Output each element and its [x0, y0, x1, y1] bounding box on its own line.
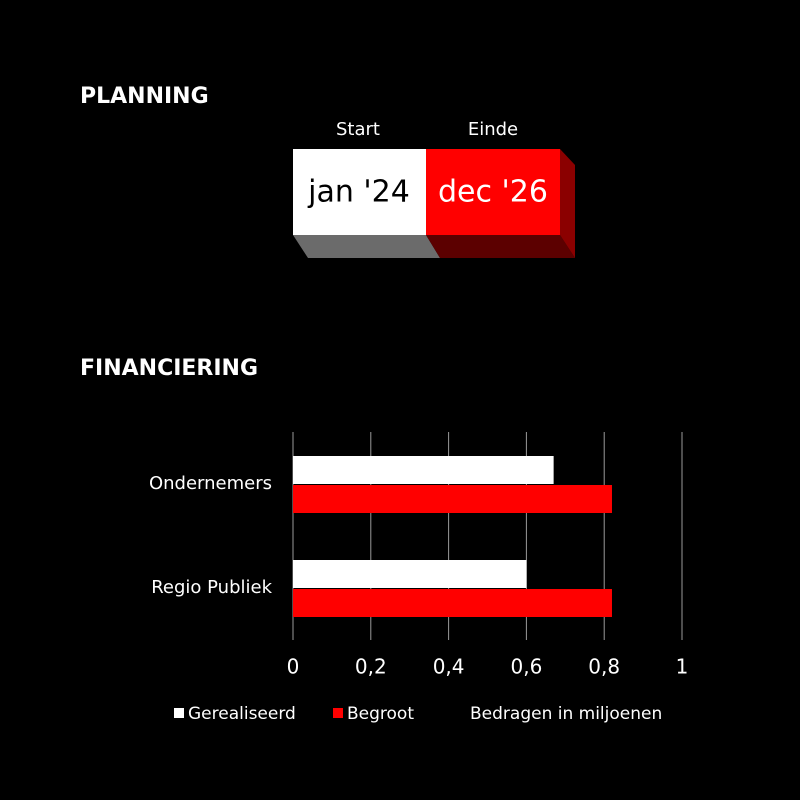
x-tick-label: 0,6	[510, 655, 542, 679]
box-side	[560, 149, 575, 258]
start-box	[293, 149, 426, 235]
legend-label: Gerealiseerd	[188, 704, 296, 724]
bar	[293, 456, 554, 484]
end-box	[426, 149, 560, 235]
start-label: Start	[336, 119, 380, 140]
start-date: jan '24	[307, 175, 410, 210]
section-title: PLANNING	[80, 84, 209, 109]
x-tick-label: 1	[676, 655, 689, 679]
bar	[293, 485, 612, 513]
chart-title: FINANCIERING	[80, 356, 258, 381]
box-shadow	[426, 235, 575, 258]
x-tick-label: 0	[287, 655, 300, 679]
bar	[293, 589, 612, 617]
legend-label: Begroot	[347, 704, 414, 724]
end-date: dec '26	[438, 175, 548, 210]
legend-swatch	[174, 708, 184, 718]
y-tick-label: Ondernemers	[149, 473, 272, 494]
note: Bedragen in miljoenen	[470, 704, 662, 724]
box-shadow	[293, 235, 440, 258]
legend-swatch	[333, 708, 343, 718]
y-tick-label: Regio Publiek	[151, 577, 272, 598]
bar	[293, 560, 527, 588]
x-tick-label: 0,4	[433, 655, 465, 679]
end-label: Einde	[468, 119, 518, 140]
x-tick-label: 0,8	[588, 655, 620, 679]
x-tick-label: 0,2	[355, 655, 387, 679]
